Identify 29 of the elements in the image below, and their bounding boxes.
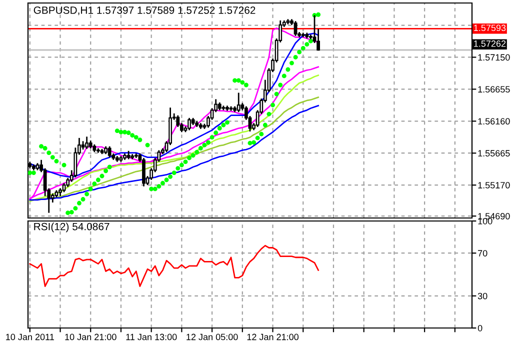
- candlestick: [176, 114, 180, 128]
- x-tick-label: 12 Jan 21:00: [247, 334, 299, 340]
- ref-line-label: 1.57262: [474, 40, 506, 47]
- chart-title: RSI(12) 54.0867: [34, 222, 110, 232]
- line-series: [29, 244, 320, 287]
- candlestick: [108, 146, 112, 158]
- candlestick: [294, 20, 298, 37]
- y-tick-label: 1.57150: [478, 54, 510, 61]
- y-tick-label: 1.55665: [478, 150, 510, 156]
- x-tick-label: 10 Jan 21:00: [65, 334, 116, 340]
- candlestick: [62, 182, 66, 193]
- y-tick-label: 1.56160: [478, 118, 510, 125]
- candlestick: [85, 136, 89, 150]
- y-tick-label: 1.55170: [478, 182, 510, 188]
- candlestick: [142, 157, 146, 188]
- x-tick-label: 12 Jan 05:00: [186, 334, 238, 340]
- x-tick-label: 11 Jan 13:00: [126, 334, 177, 340]
- x-tick-label: 10 Jan 2011: [6, 334, 54, 340]
- chart-title: GBPUSD,H1 1.57397 1.57589 1.57252 1.57262: [34, 6, 256, 16]
- candlestick: [236, 92, 240, 113]
- y-tick-label: 1.56655: [478, 86, 510, 93]
- y-tick-label: 0: [478, 324, 482, 332]
- ref-line-label: 1.57593: [474, 24, 506, 32]
- y-tick-label: 1.54690: [478, 213, 510, 220]
- candlestick: [50, 192, 54, 204]
- y-tick-label: 100: [478, 218, 492, 224]
- y-tick-label: 70: [478, 250, 488, 256]
- candlestick: [188, 117, 191, 131]
- y-tick-label: 30: [478, 292, 488, 300]
